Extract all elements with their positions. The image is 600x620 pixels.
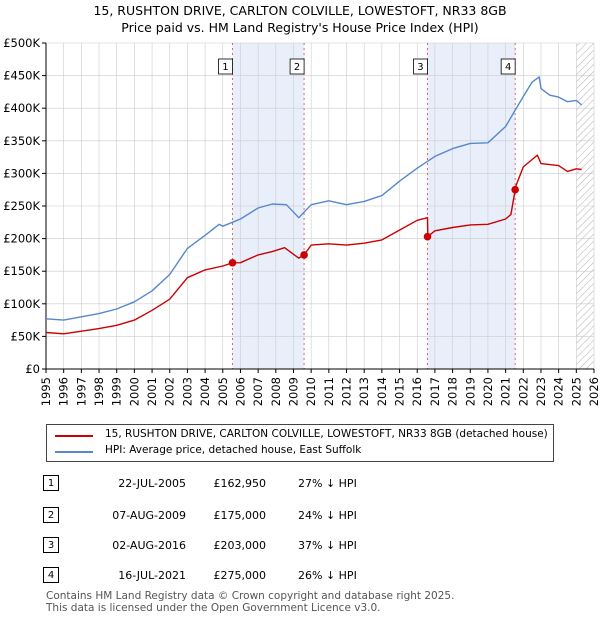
y-tick-label: £300K bbox=[3, 166, 40, 180]
y-tick-label: £0 bbox=[25, 362, 40, 376]
x-tick-label: 2008 bbox=[269, 377, 283, 406]
x-tick-label: 2018 bbox=[446, 377, 460, 406]
sale-price: £275,000 bbox=[213, 569, 267, 582]
sale-label-box: 3 bbox=[413, 58, 428, 75]
x-tick-label: 2015 bbox=[393, 377, 407, 406]
x-tick-label: 2021 bbox=[499, 377, 513, 406]
x-tick-label: 2006 bbox=[233, 377, 247, 406]
x-tick-label: 1999 bbox=[110, 377, 124, 406]
price-chart: £0 £50K £100K £150K £200K £250K £300K £350K £400… bbox=[3, 36, 600, 406]
y-tick-label: £100K bbox=[3, 297, 40, 311]
x-tick-label: 2013 bbox=[357, 377, 371, 406]
chart-title-line1: 15, RUSHTON DRIVE, CARLTON COLVILLE, LOW… bbox=[93, 3, 507, 18]
sale-number-badge: 3 bbox=[43, 537, 59, 553]
x-tick-label: 2023 bbox=[534, 377, 548, 406]
legend-swatch-property bbox=[55, 435, 93, 437]
sale-label-border bbox=[413, 58, 428, 75]
x-tick-label: 2004 bbox=[198, 377, 212, 406]
x-tick-label: 2011 bbox=[322, 377, 336, 406]
x-tick-label: 1997 bbox=[74, 377, 88, 406]
y-tick-label: £150K bbox=[3, 264, 40, 278]
x-tick-label: 2005 bbox=[216, 377, 230, 406]
table-row: 1 22-JUL-2005 £162,950 27% ↓ HPI bbox=[0, 475, 600, 495]
legend-label-property: 15, RUSHTON DRIVE, CARLTON COLVILLE, LOW… bbox=[105, 428, 548, 440]
x-tick-label: 2022 bbox=[516, 377, 530, 406]
sale-hpi-diff: 24% ↓ HPI bbox=[298, 509, 357, 522]
x-tick-label: 2003 bbox=[180, 377, 194, 406]
sale-label-number: 4 bbox=[505, 62, 511, 73]
property-price-line bbox=[45, 154, 582, 335]
legend-swatch-hpi bbox=[55, 451, 93, 453]
x-tick-label: 1998 bbox=[92, 377, 106, 406]
x-tick-label: 2024 bbox=[552, 377, 566, 406]
x-tick-label: 1995 bbox=[39, 377, 53, 406]
x-tick-label: 2001 bbox=[145, 377, 159, 406]
sale-point bbox=[228, 258, 237, 267]
chart-title-line2: Price paid vs. HM Land Registry's House … bbox=[121, 20, 479, 35]
sale-label-border bbox=[218, 58, 233, 75]
sale-price: £203,000 bbox=[213, 539, 267, 552]
sale-label-border bbox=[500, 58, 516, 75]
y-tick-label: £450K bbox=[3, 69, 40, 83]
sale-date: 02-AUG-2016 bbox=[112, 539, 186, 552]
x-tick-label: 2012 bbox=[340, 377, 354, 406]
x-tick-label: 2014 bbox=[375, 377, 389, 406]
table-row: 2 07-AUG-2009 £175,000 24% ↓ HPI bbox=[0, 507, 600, 527]
sale-label-number: 1 bbox=[222, 62, 228, 73]
sale-date: 16-JUL-2021 bbox=[118, 569, 186, 582]
x-tick-label: 2019 bbox=[463, 377, 477, 406]
sale-hpi-diff: 27% ↓ HPI bbox=[298, 477, 357, 490]
y-tick-label: £50K bbox=[11, 329, 41, 343]
footer-copyright: Contains HM Land Registry data © Crown c… bbox=[46, 590, 455, 602]
x-tick-label: 1996 bbox=[57, 377, 71, 406]
sale-date: 22-JUL-2005 bbox=[118, 477, 186, 490]
x-tick-label: 2025 bbox=[569, 377, 583, 406]
sale-number-badge: 4 bbox=[43, 567, 59, 583]
sale-hpi-diff: 26% ↓ HPI bbox=[298, 569, 357, 582]
table-row: 4 16-JUL-2021 £275,000 26% ↓ HPI bbox=[0, 567, 600, 587]
sale-number-badge: 2 bbox=[43, 507, 59, 523]
x-tick-label: 2000 bbox=[127, 377, 141, 406]
sale-price: £175,000 bbox=[213, 509, 267, 522]
sale-date: 07-AUG-2009 bbox=[112, 509, 186, 522]
sale-price: £162,950 bbox=[213, 477, 267, 490]
sale-label-border bbox=[289, 58, 305, 75]
sale-hpi-diff: 37% ↓ HPI bbox=[298, 539, 357, 552]
y-tick-label: £500K bbox=[3, 36, 40, 50]
footer-license: This data is licensed under the Open Gov… bbox=[46, 602, 381, 614]
sale-label-number: 3 bbox=[417, 62, 423, 73]
y-tick-label: £350K bbox=[3, 134, 40, 148]
sale-point bbox=[511, 185, 519, 194]
x-tick-label: 2017 bbox=[428, 377, 442, 406]
y-tick-label: £250K bbox=[3, 199, 40, 213]
x-tick-label: 2010 bbox=[304, 377, 318, 406]
legend-label-hpi: HPI: Average price, detached house, East… bbox=[105, 444, 362, 456]
x-tick-label: 2009 bbox=[286, 377, 300, 406]
sale-label-box: 2 bbox=[289, 58, 305, 75]
x-tick-label: 2016 bbox=[410, 377, 424, 406]
x-tick-label: 2007 bbox=[251, 377, 265, 406]
legend: 15, RUSHTON DRIVE, CARLTON COLVILLE, LOW… bbox=[46, 424, 554, 462]
y-tick-label: £400K bbox=[3, 101, 40, 115]
sale-number-badge: 1 bbox=[43, 475, 59, 491]
x-tick-label: 2026 bbox=[587, 377, 600, 406]
x-tick-label: 2002 bbox=[163, 377, 177, 406]
table-row: 3 02-AUG-2016 £203,000 37% ↓ HPI bbox=[0, 537, 600, 557]
hpi-line bbox=[45, 76, 583, 321]
sale-label-box: 4 bbox=[500, 58, 516, 75]
sale-label-box: 1 bbox=[218, 58, 233, 75]
sale-point bbox=[300, 251, 308, 259]
y-tick-label: £200K bbox=[3, 232, 40, 246]
x-tick-label: 2020 bbox=[481, 377, 495, 406]
sale-point bbox=[423, 232, 432, 241]
sale-label-number: 2 bbox=[294, 62, 300, 73]
